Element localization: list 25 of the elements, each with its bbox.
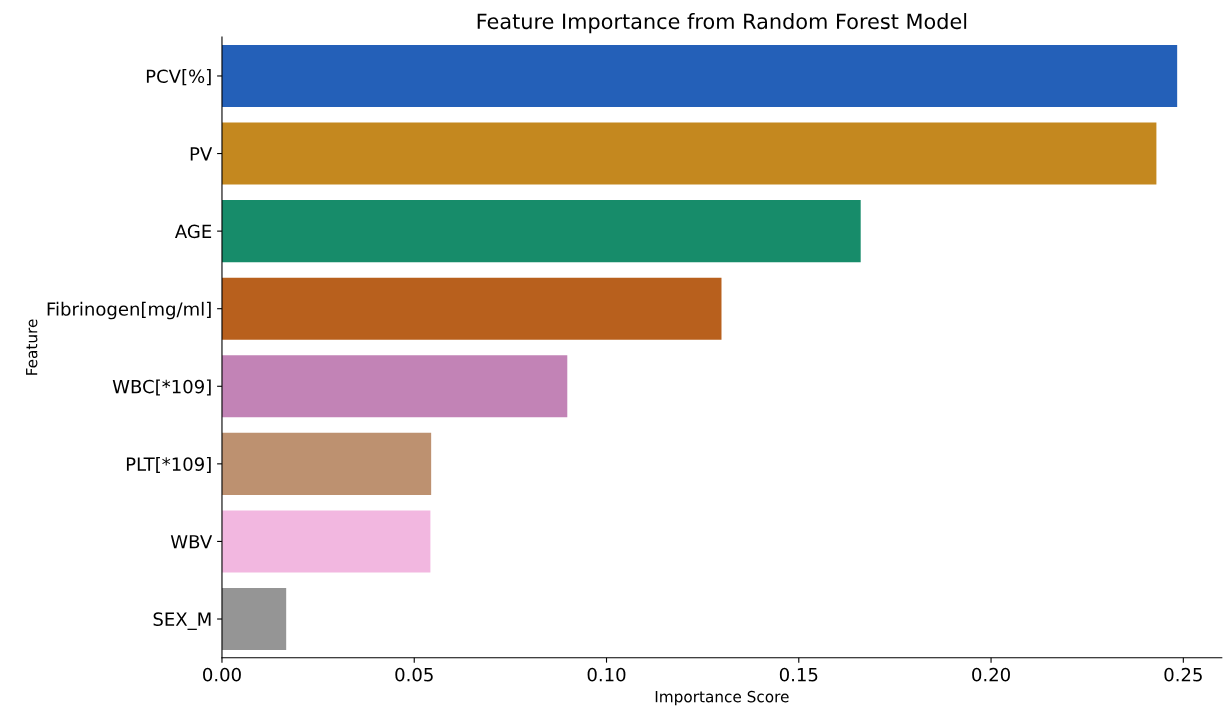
bar: [221, 355, 568, 418]
bar: [221, 510, 431, 573]
y-tick-label: WBV: [170, 535, 213, 549]
x-tick-label: 0.20: [972, 667, 1010, 682]
bar: [221, 122, 1157, 185]
y-tick-label: PCV[%]: [146, 69, 211, 86]
y-tick-label: SEX_M: [153, 612, 211, 630]
y-tick-label: WBC[*109]: [112, 379, 211, 396]
x-tick-label: 0.15: [779, 667, 818, 682]
bar: [221, 44, 1178, 107]
x-axis-title: Importance Score: [655, 690, 789, 706]
y-tick-label: Fibrinogen[mg/ml]: [47, 301, 211, 320]
bar: [221, 277, 722, 340]
x-tick-label: 0.00: [203, 667, 241, 682]
y-tick-label: PV: [190, 147, 213, 161]
x-tick-label: 0.25: [1164, 667, 1202, 682]
x-tick-label: 0.10: [587, 667, 626, 682]
y-tick-label: PLT[*109]: [126, 457, 211, 474]
y-tick-label: AGE: [174, 224, 212, 239]
bar: [221, 200, 861, 263]
y-axis-title: Feature: [26, 319, 38, 375]
chart-title: Feature Importance from Random Forest Model: [477, 13, 967, 34]
bar: [221, 432, 432, 495]
bar: [221, 587, 287, 651]
x-tick-label: 0.05: [395, 667, 433, 682]
